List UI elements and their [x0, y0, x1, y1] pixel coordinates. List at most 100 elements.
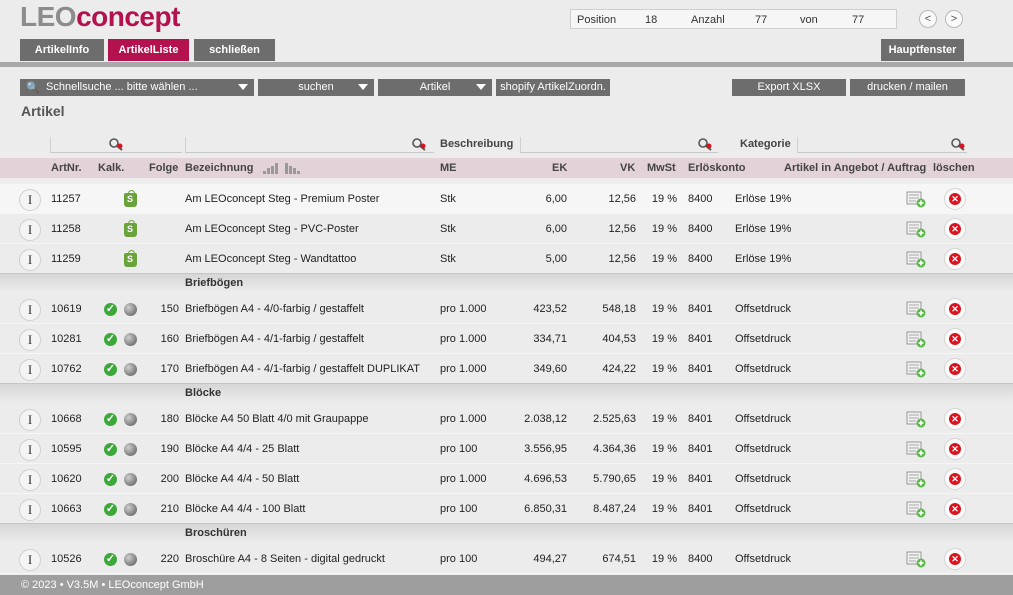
tab-schliessen[interactable]: schließen [194, 39, 275, 61]
cell-mwst: 19 % [651, 363, 677, 375]
info-button[interactable]: I [19, 329, 41, 351]
info-button[interactable]: I [19, 439, 41, 461]
add-to-offer-icon[interactable] [906, 221, 926, 238]
add-to-offer-icon[interactable] [906, 301, 926, 318]
chevron-right-icon: > [950, 13, 958, 25]
filter-search-icon[interactable] [950, 137, 966, 151]
table-row[interactable]: I 11257 Am LEOconcept Steg - Premium Poste… [0, 184, 1013, 214]
cell-artnr: 10281 [51, 333, 82, 345]
add-to-offer-icon[interactable] [906, 191, 926, 208]
col-me[interactable]: ME [440, 162, 457, 174]
description-filter-field[interactable] [520, 137, 718, 153]
filter-search-icon[interactable] [697, 137, 713, 151]
cell-bezeichnung: Am LEOconcept Steg - PVC-Poster [185, 223, 359, 235]
add-to-offer-icon[interactable] [906, 251, 926, 268]
shopify-assign-button[interactable]: shopify ArtikelZuordn. [496, 79, 610, 96]
table-row[interactable]: I 10526 ✓ 220 Broschüre A4 - 8 Seiten - digi… [0, 544, 1013, 574]
cell-artnr: 11259 [51, 253, 81, 265]
delete-button[interactable]: ✕ [944, 468, 966, 490]
col-erloeskonto[interactable]: Erlöskonto [688, 162, 746, 174]
col-vk[interactable]: VK [620, 162, 636, 174]
print-mail-button[interactable]: drucken / mailen [850, 79, 965, 96]
info-button[interactable]: I [19, 189, 41, 211]
info-button[interactable]: I [19, 219, 41, 241]
table-row[interactable]: I 11259 Am LEOconcept Steg - Wandtattoo Stk… [0, 244, 1013, 274]
table-row[interactable]: I 10619 ✓ 150 Briefbögen A4 - 4/0-farbig / g… [0, 294, 1013, 324]
cell-mwst: 19 % [651, 503, 677, 515]
col-folge[interactable]: Folge [149, 162, 179, 174]
table-row[interactable]: I 10281 ✓ 160 Briefbögen A4 - 4/1-farbig / g… [0, 324, 1013, 354]
add-to-offer-icon[interactable] [906, 551, 926, 568]
delete-button[interactable]: ✕ [944, 218, 966, 240]
table-row[interactable]: I 10620 ✓ 200 Blöcke A4 4/4 - 50 Blatt pro 1.… [0, 464, 1013, 494]
sort-desc-icon[interactable] [285, 163, 301, 174]
delete-button[interactable]: ✕ [944, 248, 966, 270]
name-filter-field[interactable] [185, 137, 434, 153]
cell-artnr: 10620 [51, 473, 82, 485]
next-record-button[interactable]: > [945, 10, 963, 28]
status-ball-icon [124, 413, 137, 426]
table-row[interactable]: I 10595 ✓ 190 Blöcke A4 4/4 - 25 Blatt pro 10… [0, 434, 1013, 464]
group-header: Briefbögen [0, 273, 1013, 292]
add-to-offer-icon[interactable] [906, 331, 926, 348]
artnr-filter-field[interactable] [50, 137, 182, 153]
delete-button[interactable]: ✕ [944, 548, 966, 570]
cell-mwst: 19 % [651, 253, 677, 265]
cell-erloeskonto: 8401 [688, 363, 713, 375]
col-bezeichnung[interactable]: Bezeichnung [185, 162, 254, 174]
cell-kategorie: Erlöse 19% [735, 223, 792, 235]
delete-button[interactable]: ✕ [944, 358, 966, 380]
delete-button[interactable]: ✕ [944, 498, 966, 520]
col-loeschen: löschen [933, 162, 975, 174]
delete-button[interactable]: ✕ [944, 298, 966, 320]
col-kalk[interactable]: Kalk. [98, 162, 125, 174]
cell-ek: 423,52 [533, 303, 567, 315]
type-select[interactable]: Artikel [378, 79, 492, 96]
delete-button[interactable]: ✕ [944, 408, 966, 430]
cell-ek: 349,60 [533, 363, 567, 375]
delete-button[interactable]: ✕ [944, 328, 966, 350]
check-icon: ✓ [104, 553, 117, 566]
add-to-offer-icon[interactable] [906, 411, 926, 428]
add-to-offer-icon[interactable] [906, 501, 926, 518]
export-xlsx-button[interactable]: Export XLSX [732, 79, 846, 96]
table-row[interactable]: I 10762 ✓ 170 Briefbögen A4 - 4/1-farbig / g… [0, 354, 1013, 384]
cell-bezeichnung: Broschüre A4 - 8 Seiten - digital gedruc… [185, 553, 385, 565]
tab-artikelinfo[interactable]: ArtikelInfo [20, 39, 104, 61]
col-mwst[interactable]: MwSt [647, 162, 676, 174]
col-artnr[interactable]: ArtNr. [51, 162, 82, 174]
info-button[interactable]: I [19, 499, 41, 521]
info-button[interactable]: I [19, 469, 41, 491]
table-row[interactable]: I 10663 ✓ 210 Blöcke A4 4/4 - 100 Blatt pro 1… [0, 494, 1013, 524]
chevron-down-icon [238, 84, 248, 90]
add-to-offer-icon[interactable] [906, 441, 926, 458]
info-button[interactable]: I [19, 359, 41, 381]
quick-search-select[interactable]: 🔍 Schnellsuche ... bitte wählen ... [20, 79, 254, 96]
cell-mwst: 19 % [651, 223, 677, 235]
tab-artikelliste[interactable]: ArtikelListe [108, 39, 189, 61]
check-icon: ✓ [104, 503, 117, 516]
group-label: Blöcke [185, 387, 222, 399]
main-window-button[interactable]: Hauptfenster [881, 39, 964, 61]
search-button[interactable]: suchen [258, 79, 374, 96]
info-button[interactable]: I [19, 549, 41, 571]
category-filter-field[interactable] [797, 137, 967, 153]
status-ball-icon [124, 443, 137, 456]
info-button[interactable]: I [19, 249, 41, 271]
filter-search-icon[interactable] [411, 137, 427, 151]
info-button[interactable]: I [19, 409, 41, 431]
tab-divider [0, 62, 1013, 67]
delete-button[interactable]: ✕ [944, 438, 966, 460]
info-button[interactable]: I [19, 299, 41, 321]
table-row[interactable]: I 11258 Am LEOconcept Steg - PVC-Poster Stk… [0, 214, 1013, 244]
sort-asc-icon[interactable] [263, 163, 279, 174]
filter-search-icon[interactable] [108, 137, 124, 151]
table-row[interactable]: I 10668 ✓ 180 Blöcke A4 50 Blatt 4/0 mit Gra… [0, 404, 1013, 434]
col-ek[interactable]: EK [552, 162, 568, 174]
add-to-offer-icon[interactable] [906, 361, 926, 378]
delete-button[interactable]: ✕ [944, 188, 966, 210]
prev-record-button[interactable]: < [919, 10, 937, 28]
add-to-offer-icon[interactable] [906, 471, 926, 488]
cell-bezeichnung: Briefbögen A4 - 4/1-farbig / gestaffelt … [185, 363, 420, 375]
filter-row: Beschreibung Kategorie [0, 134, 1013, 156]
